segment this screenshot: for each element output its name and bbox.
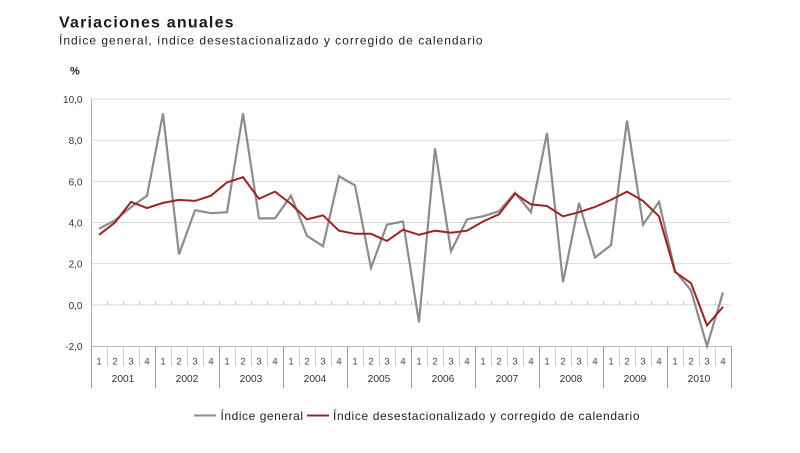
svg-text:2008: 2008 (560, 374, 583, 385)
svg-text:-2,0: -2,0 (65, 342, 83, 353)
svg-text:3: 3 (128, 357, 133, 368)
svg-text:2005: 2005 (368, 374, 391, 385)
svg-text:0,0: 0,0 (69, 301, 83, 312)
svg-text:3: 3 (704, 357, 709, 368)
svg-text:2003: 2003 (240, 374, 263, 385)
svg-text:Variaciones anuales: Variaciones anuales (59, 15, 235, 32)
svg-text:2004: 2004 (304, 374, 327, 385)
svg-text:4: 4 (208, 357, 213, 368)
svg-text:1: 1 (608, 357, 613, 368)
svg-text:3: 3 (384, 357, 389, 368)
svg-text:1: 1 (224, 357, 229, 368)
svg-text:4: 4 (144, 357, 149, 368)
svg-text:4: 4 (272, 357, 277, 368)
svg-text:3: 3 (448, 357, 453, 368)
svg-text:2: 2 (240, 357, 245, 368)
svg-text:2: 2 (304, 357, 309, 368)
svg-text:2009: 2009 (624, 374, 647, 385)
svg-text:2: 2 (432, 357, 437, 368)
svg-text:1: 1 (672, 357, 677, 368)
svg-text:2: 2 (496, 357, 501, 368)
svg-text:2: 2 (624, 357, 629, 368)
svg-text:2007: 2007 (496, 374, 519, 385)
svg-text:Índice general, índice desesta: Índice general, índice desestacionalizad… (59, 33, 484, 48)
svg-text:10,0: 10,0 (63, 95, 83, 106)
svg-text:1: 1 (352, 357, 357, 368)
svg-text:3: 3 (512, 357, 517, 368)
svg-text:4: 4 (720, 357, 725, 368)
svg-text:3: 3 (256, 357, 261, 368)
svg-text:2,0: 2,0 (69, 260, 83, 271)
svg-text:1: 1 (288, 357, 293, 368)
svg-text:2: 2 (112, 357, 117, 368)
svg-text:2: 2 (368, 357, 373, 368)
svg-text:2: 2 (560, 357, 565, 368)
svg-text:1: 1 (544, 357, 549, 368)
svg-text:4: 4 (592, 357, 597, 368)
svg-text:2: 2 (688, 357, 693, 368)
svg-text:4: 4 (656, 357, 661, 368)
svg-text:1: 1 (480, 357, 485, 368)
svg-text:%: % (70, 66, 80, 78)
svg-text:2002: 2002 (176, 374, 199, 385)
svg-text:3: 3 (192, 357, 197, 368)
svg-text:1: 1 (416, 357, 421, 368)
svg-text:2001: 2001 (112, 374, 135, 385)
svg-text:8,0: 8,0 (69, 136, 83, 147)
svg-text:Índice general: Índice general (221, 408, 304, 423)
svg-text:3: 3 (576, 357, 581, 368)
svg-text:4,0: 4,0 (69, 219, 83, 230)
svg-text:6,0: 6,0 (69, 177, 83, 188)
svg-text:1: 1 (96, 357, 101, 368)
svg-text:3: 3 (640, 357, 645, 368)
svg-text:3: 3 (320, 357, 325, 368)
svg-text:4: 4 (464, 357, 469, 368)
svg-text:1: 1 (160, 357, 165, 368)
svg-text:4: 4 (528, 357, 533, 368)
svg-text:4: 4 (336, 357, 341, 368)
svg-text:2: 2 (176, 357, 181, 368)
svg-text:2006: 2006 (432, 374, 455, 385)
svg-text:4: 4 (400, 357, 405, 368)
svg-text:Índice desestacionalizado y co: Índice desestacionalizado y corregido de… (333, 408, 640, 423)
svg-text:2010: 2010 (688, 374, 711, 385)
